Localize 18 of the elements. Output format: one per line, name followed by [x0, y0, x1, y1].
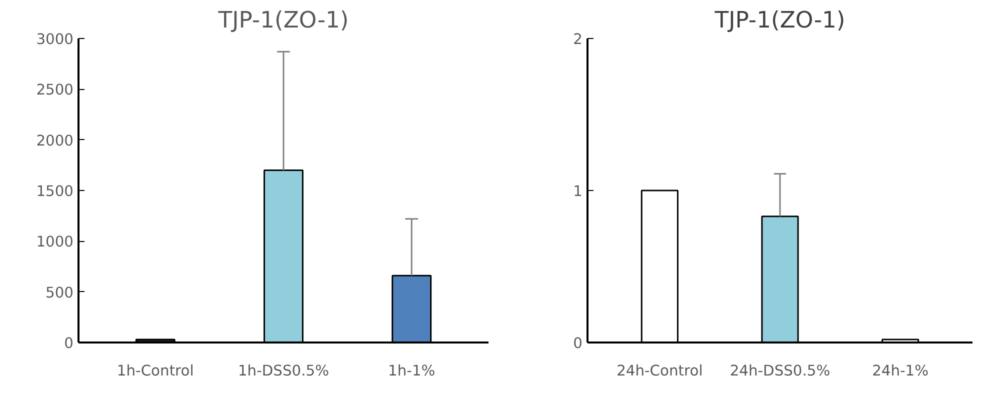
chart-title: TJP-1(ZO-1) — [714, 8, 846, 34]
y-tick-label: 1500 — [36, 183, 74, 200]
y-tick-label: 1000 — [36, 234, 74, 251]
y-tick-label: 500 — [46, 284, 74, 302]
y-tick-label: 2500 — [36, 82, 74, 99]
y-tick-label: 3000 — [36, 31, 74, 48]
x-tick-label: 1h-Control — [116, 362, 194, 380]
chart-title: TJP-1(ZO-1) — [217, 8, 349, 34]
x-tick-label: 1h-1% — [388, 362, 436, 380]
x-tick-label: 24h-Control — [616, 362, 703, 380]
y-tick-label: 2 — [573, 31, 583, 48]
x-tick-label: 1h-DSS0.5% — [238, 362, 330, 380]
x-tick-label: 24h-1% — [872, 362, 929, 380]
y-tick-label: 2000 — [36, 132, 74, 150]
y-tick-label: 1 — [573, 183, 583, 200]
y-tick-label: 0 — [64, 335, 74, 352]
x-tick-label: 24h-DSS0.5% — [730, 362, 830, 380]
y-tick-label: 0 — [573, 335, 583, 352]
